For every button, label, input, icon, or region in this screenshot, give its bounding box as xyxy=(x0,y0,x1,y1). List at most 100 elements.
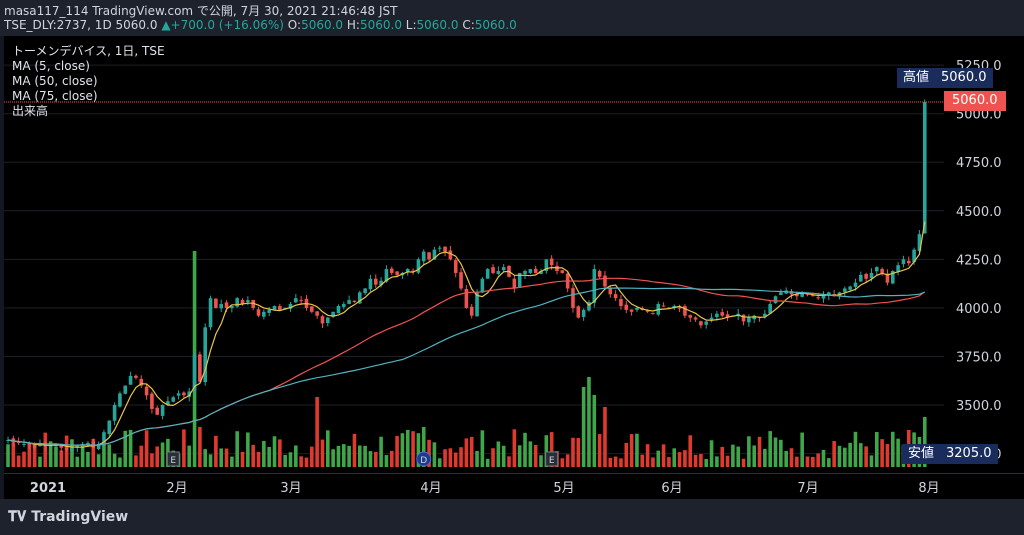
candle-body xyxy=(789,291,794,295)
candle-body xyxy=(427,252,431,260)
candle-body xyxy=(683,306,687,316)
candle-body xyxy=(182,392,186,396)
time-tick-label: 8月 xyxy=(918,481,939,496)
volume-bar xyxy=(6,444,10,467)
volume-bar xyxy=(219,448,223,467)
tradingview-logo[interactable]: 𝐓𝐕 TradingView xyxy=(8,509,129,525)
candle-body xyxy=(501,267,506,271)
volume-bar xyxy=(485,458,490,467)
volume-bar xyxy=(800,432,804,467)
volume-bar xyxy=(262,440,266,467)
candle-body xyxy=(661,305,666,307)
volume-bar xyxy=(864,446,868,467)
candle-body xyxy=(315,311,319,316)
volume-bar xyxy=(134,455,138,467)
volume-bar xyxy=(869,455,874,467)
volume-bar xyxy=(48,441,53,467)
volume-bar xyxy=(672,448,677,467)
candle-body xyxy=(363,288,367,294)
time-tick-label: 7月 xyxy=(797,481,818,496)
volume-bar xyxy=(491,448,495,467)
volume-bar xyxy=(38,456,42,467)
header-bar: masa117_114 TradingView.com で公開, 7月 30, … xyxy=(0,0,1024,36)
candle-body xyxy=(299,300,303,302)
volume-bar xyxy=(651,457,655,467)
candle-body xyxy=(874,267,879,272)
volume-bar xyxy=(187,445,192,467)
volume-bar xyxy=(75,456,80,467)
high-badge-value: 5060.0 xyxy=(935,68,993,88)
volume-bar xyxy=(240,451,245,467)
volume-bar xyxy=(203,449,208,467)
candle-body xyxy=(773,296,778,304)
legend-ma50: MA (50, close) xyxy=(12,74,98,88)
volume-bar xyxy=(624,442,629,467)
candle-body xyxy=(379,280,383,286)
volume-bar xyxy=(112,453,117,467)
volume-bar xyxy=(789,448,794,467)
volume-bar xyxy=(768,431,772,467)
candle-body xyxy=(859,274,863,282)
volume-bar xyxy=(779,439,783,467)
candle-body xyxy=(795,294,799,297)
volume-bar xyxy=(198,427,202,467)
volume-bar xyxy=(592,395,597,467)
volume-bar xyxy=(299,456,303,467)
candle-body xyxy=(725,314,730,318)
candle-body xyxy=(112,405,117,421)
last-price-badge: 5060.0 xyxy=(944,91,1006,111)
volume-bar xyxy=(347,445,351,467)
time-tick-label: 6月 xyxy=(661,481,682,496)
volume-bar xyxy=(784,450,788,467)
candle-body xyxy=(230,305,234,309)
candle-body xyxy=(187,391,192,397)
time-axis[interactable]: 2021 2月 3月 4月 5月 6月 7月 8月 xyxy=(4,473,1024,500)
candle-body xyxy=(906,260,911,264)
volume-bar xyxy=(827,458,831,467)
event-label: E xyxy=(170,456,176,466)
candle-body xyxy=(32,444,37,448)
volume-bar xyxy=(539,455,543,467)
volume-bar xyxy=(272,436,277,467)
volume-bar xyxy=(656,450,661,467)
volume-bar xyxy=(811,456,815,467)
candle-body xyxy=(896,265,900,272)
volume-bar xyxy=(357,445,362,467)
event-marker: E xyxy=(166,451,180,467)
volume-bar xyxy=(86,451,90,467)
volume-bar xyxy=(560,458,565,467)
volume-bar xyxy=(480,430,485,467)
volume-bar xyxy=(123,430,128,467)
candle-body xyxy=(715,313,719,318)
volume-bar xyxy=(725,455,730,467)
candle-body xyxy=(437,247,442,249)
volume-bar xyxy=(22,451,26,467)
candle-body xyxy=(347,300,351,304)
candle-body xyxy=(288,304,293,309)
candle-body xyxy=(240,299,245,305)
volume-bar xyxy=(421,427,426,467)
candle-body xyxy=(198,354,202,382)
volume-bar xyxy=(874,432,879,467)
volume-bar xyxy=(741,458,746,467)
candle-body xyxy=(699,321,703,326)
volume-bar xyxy=(16,455,21,467)
volume-bar xyxy=(118,457,122,467)
volume-bar xyxy=(459,447,463,467)
candle-body xyxy=(613,294,618,299)
candle-body xyxy=(469,306,474,316)
candle-body xyxy=(155,407,160,415)
candle-body xyxy=(853,282,858,287)
volume-bar xyxy=(443,449,447,467)
volume-bar xyxy=(704,458,709,467)
volume-bar xyxy=(80,444,85,467)
candle-body xyxy=(581,309,586,317)
candle-body xyxy=(453,260,458,273)
candle-body xyxy=(224,302,229,308)
price-tick-label: 3750.0 xyxy=(956,350,1002,365)
time-tick-label: 4月 xyxy=(420,481,441,496)
volume-bar xyxy=(763,448,767,467)
candle-body xyxy=(443,246,447,252)
